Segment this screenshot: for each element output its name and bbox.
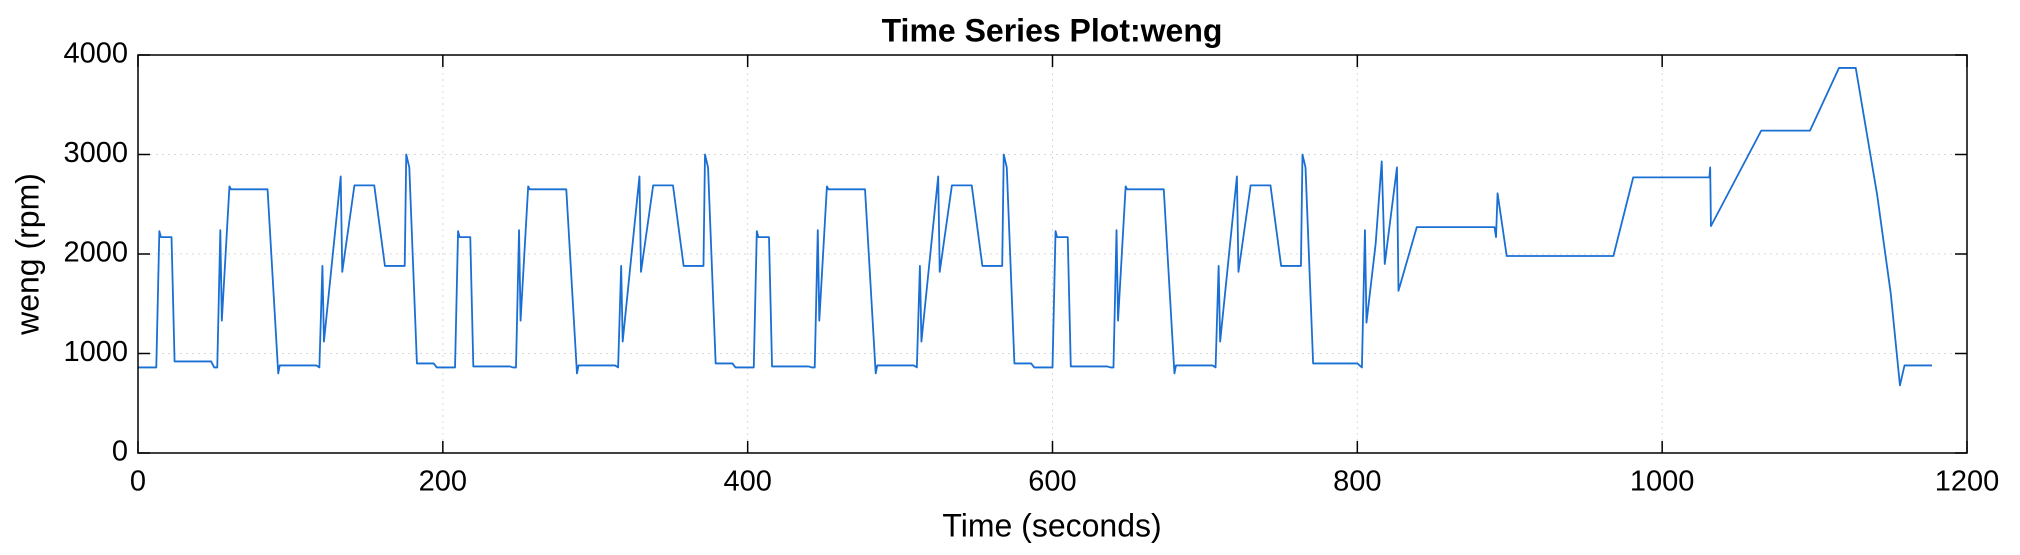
plot-frame xyxy=(137,54,1968,454)
x-tick-label: 600 xyxy=(1028,466,1076,498)
x-tick-label: 800 xyxy=(1333,466,1381,498)
y-tick-label: 4000 xyxy=(63,38,128,70)
data-line xyxy=(138,67,1932,387)
y-tick-label: 0 xyxy=(112,436,128,468)
x-tick-label: 400 xyxy=(723,466,771,498)
x-tick-label: 200 xyxy=(419,466,467,498)
x-axis-label: Time (seconds) xyxy=(942,507,1161,543)
y-tick-label: 1000 xyxy=(63,336,128,368)
x-tick-label: 1000 xyxy=(1630,466,1695,498)
chart-title: Time Series Plot:weng xyxy=(882,12,1223,48)
y-tick-label: 3000 xyxy=(63,137,128,169)
y-tick-label: 2000 xyxy=(63,237,128,269)
x-tick-label: 0 xyxy=(130,466,146,498)
y-axis-label: weng (rpm) xyxy=(9,173,45,336)
x-tick-label: 1200 xyxy=(1935,466,2000,498)
